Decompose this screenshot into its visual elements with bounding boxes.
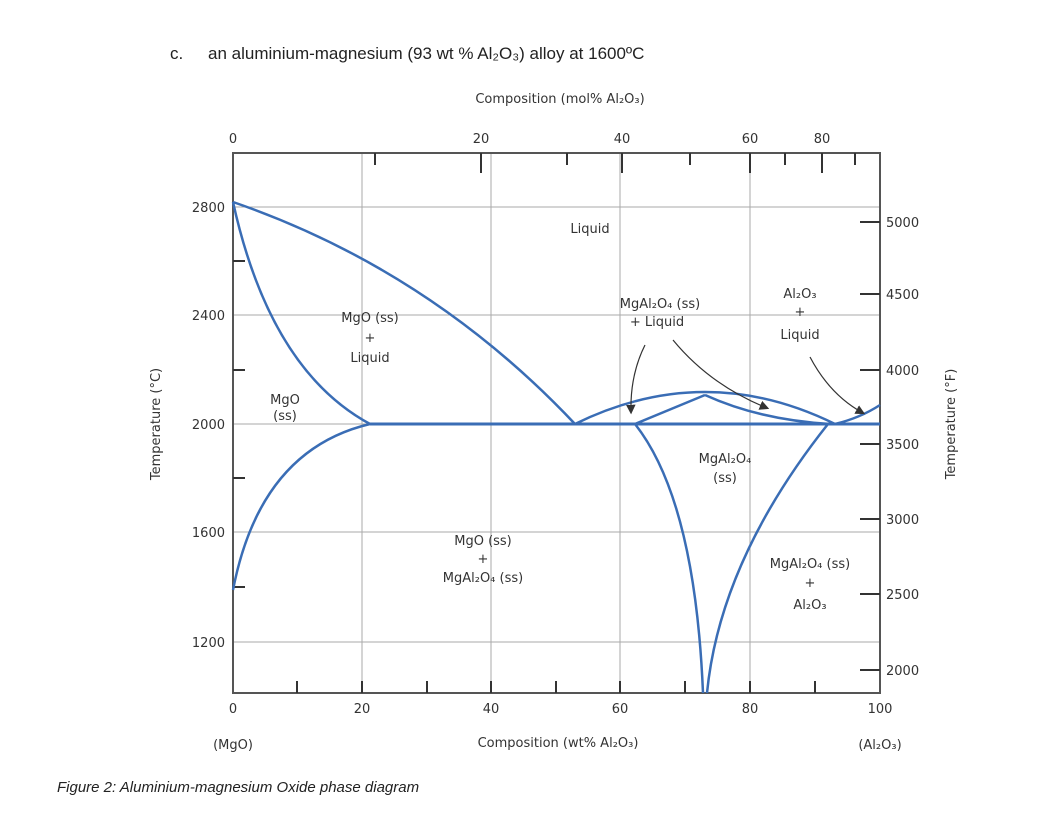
region-mgo-liquid: MgO (ss) [341, 311, 399, 326]
mgo-solidus [231, 201, 371, 426]
right-tick-label: 4000 [886, 364, 919, 379]
right-tick-label: 4500 [886, 288, 919, 303]
region-spinel-liquid: + Liquid [630, 315, 684, 330]
region-mgo-liquid: Liquid [350, 351, 389, 366]
right-tick-label: 5000 [886, 216, 919, 231]
region-al2o3-liquid: Liquid [780, 328, 819, 343]
region-spinel-al2o3: MgAl₂O₄ (ss) [770, 557, 850, 572]
spinel-solvus-left [634, 423, 705, 694]
bottom-tick-label: 0 [229, 702, 237, 717]
spinel-solidus-right [704, 393, 831, 426]
mgo-end-label: (MgO) [213, 738, 253, 753]
region-al2o3-liquid: Al₂O₃ [783, 287, 816, 302]
mgo-solvus [231, 422, 371, 591]
region-spinel-ss: MgAl₂O₄ [699, 452, 752, 467]
region-mgo-liquid: + [365, 331, 376, 346]
right-tick-label: 2000 [886, 664, 919, 679]
right-tick-label: 3000 [886, 513, 919, 528]
bottom-tick-label: 20 [354, 702, 371, 717]
region-mgo-spinel: MgAl₂O₄ (ss) [443, 571, 523, 586]
right-axis-title: Temperature (°F) [944, 369, 959, 481]
al2o3-liquidus [834, 403, 881, 426]
top-tick-label: 20 [473, 132, 490, 147]
bottom-tick-label: 60 [612, 702, 629, 717]
phase-boundaries [231, 200, 881, 694]
left-tick-label: 2800 [192, 201, 225, 216]
region-spinel-ss: (ss) [713, 471, 737, 486]
left-tick-label: 1600 [192, 526, 225, 541]
left-tick-label: 1200 [192, 636, 225, 651]
region-liquid: Liquid [570, 222, 609, 237]
axis-ticks [233, 153, 880, 693]
question-text: c. an aluminium-magnesium (93 wt % Al₂O₃)… [170, 44, 645, 63]
spinel-solvus-right [705, 423, 829, 694]
region-mgo-ss: MgO [270, 393, 300, 408]
region-spinel-al2o3: + [805, 576, 816, 591]
spinel-solidus-left [634, 393, 706, 426]
region-al2o3-liquid: + [795, 305, 806, 320]
mgo-liquidus [232, 200, 576, 425]
region-mgo-spinel: + [478, 552, 489, 567]
region-spinel-liquid: MgAl₂O₄ (ss) [620, 297, 700, 312]
left-axis-title: Temperature (°C) [149, 368, 164, 481]
top-axis-title: Composition (mol% Al₂O₃) [475, 92, 644, 107]
left-tick-label: 2400 [192, 309, 225, 324]
bottom-tick-label: 40 [483, 702, 500, 717]
top-tick-label: 40 [614, 132, 631, 147]
spinel-liquidus [574, 390, 836, 426]
region-spinel-al2o3: Al₂O₃ [793, 598, 826, 613]
bottom-axis-title: Composition (wt% Al₂O₃) [478, 736, 639, 751]
bottom-tick-label: 80 [742, 702, 759, 717]
top-tick-label: 80 [814, 132, 831, 147]
figure-caption: Figure 2: Aluminium-magnesium Oxide phas… [57, 779, 420, 796]
right-tick-label: 2500 [886, 588, 919, 603]
left-tick-label: 2000 [192, 418, 225, 433]
bottom-tick-label: 100 [868, 702, 893, 717]
top-tick-label: 0 [229, 132, 237, 147]
region-mgo-ss: (ss) [273, 409, 297, 424]
region-mgo-spinel: MgO (ss) [454, 534, 512, 549]
right-tick-label: 3500 [886, 438, 919, 453]
al2o3-end-label: (Al₂O₃) [858, 738, 901, 753]
label-arrows [626, 339, 866, 415]
top-tick-label: 60 [742, 132, 759, 147]
